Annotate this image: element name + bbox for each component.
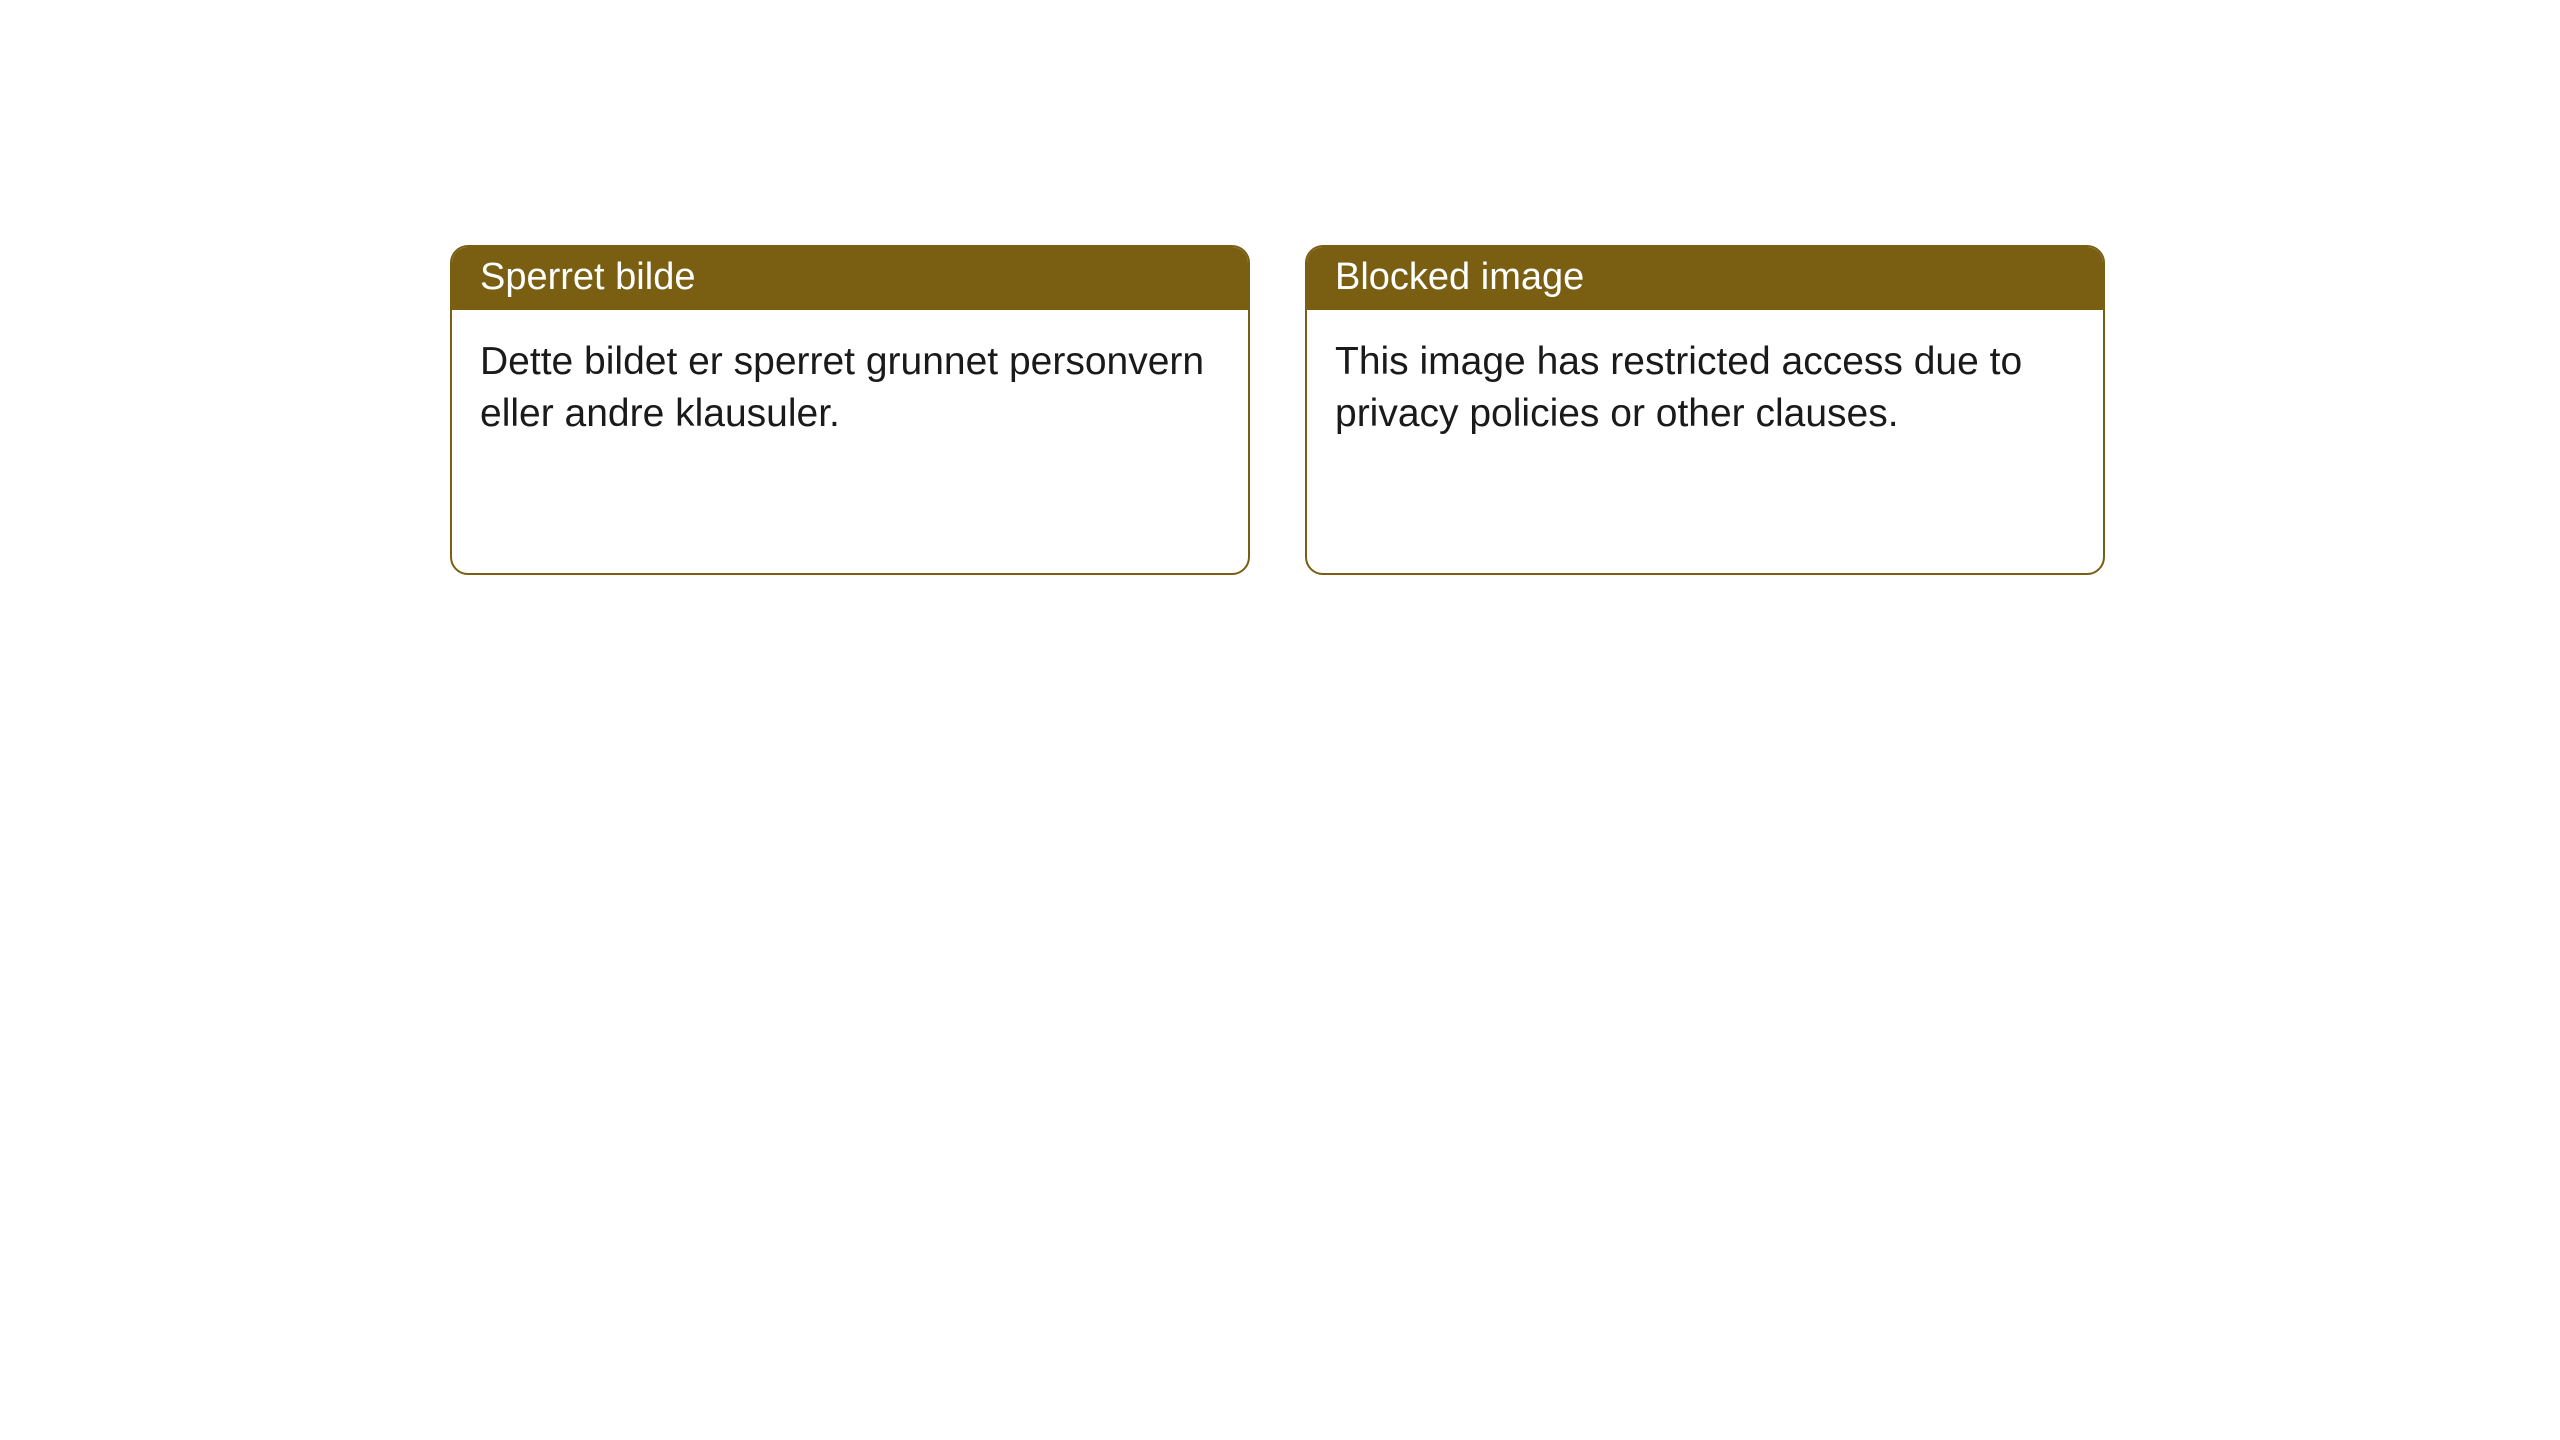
panel-body-text: This image has restricted access due to …	[1335, 340, 2022, 435]
panel-header: Blocked image	[1307, 247, 2103, 310]
panel-title: Sperret bilde	[480, 256, 695, 298]
notice-panel-english: Blocked image This image has restricted …	[1305, 245, 2105, 575]
panel-title: Blocked image	[1335, 256, 1584, 298]
notice-panel-norwegian: Sperret bilde Dette bildet er sperret gr…	[450, 245, 1250, 575]
panel-body: This image has restricted access due to …	[1307, 310, 2103, 466]
panel-header: Sperret bilde	[452, 247, 1248, 310]
notice-panels-container: Sperret bilde Dette bildet er sperret gr…	[450, 245, 2105, 575]
panel-body-text: Dette bildet er sperret grunnet personve…	[480, 340, 1204, 435]
panel-body: Dette bildet er sperret grunnet personve…	[452, 310, 1248, 466]
